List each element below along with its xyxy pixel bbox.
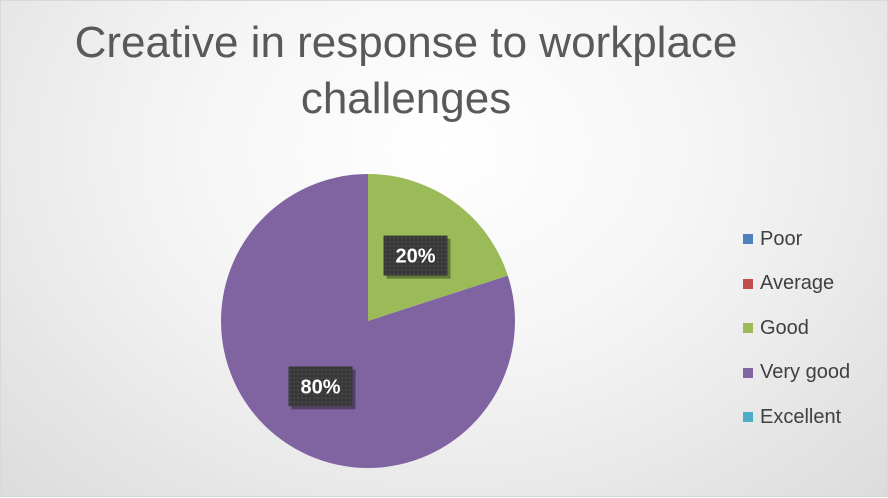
legend: Poor Average Good Very good Excellent xyxy=(743,217,850,440)
legend-item-excellent: Excellent xyxy=(743,395,850,440)
legend-item-good: Good xyxy=(743,306,850,351)
legend-label-good: Good xyxy=(760,316,809,339)
legend-swatch-good xyxy=(743,323,753,334)
legend-item-average: Average xyxy=(743,262,850,307)
legend-swatch-poor xyxy=(743,234,753,245)
legend-label-poor: Poor xyxy=(760,227,803,250)
legend-swatch-very-good xyxy=(743,367,753,378)
svg-text:20%: 20% xyxy=(396,246,436,268)
legend-swatch-average xyxy=(743,278,753,289)
legend-item-very-good: Very good xyxy=(743,351,850,396)
legend-swatch-excellent xyxy=(743,412,753,423)
svg-text:80%: 80% xyxy=(300,376,340,398)
data-label-very-good: 80% xyxy=(288,366,356,410)
legend-label-excellent: Excellent xyxy=(760,405,842,428)
data-label-good: 20% xyxy=(383,235,451,279)
legend-item-poor: Poor xyxy=(743,217,850,262)
chart-title: Creative in response to workplace challe… xyxy=(74,18,738,123)
legend-label-very-good: Very good xyxy=(760,361,851,384)
legend-label-average: Average xyxy=(760,272,835,295)
